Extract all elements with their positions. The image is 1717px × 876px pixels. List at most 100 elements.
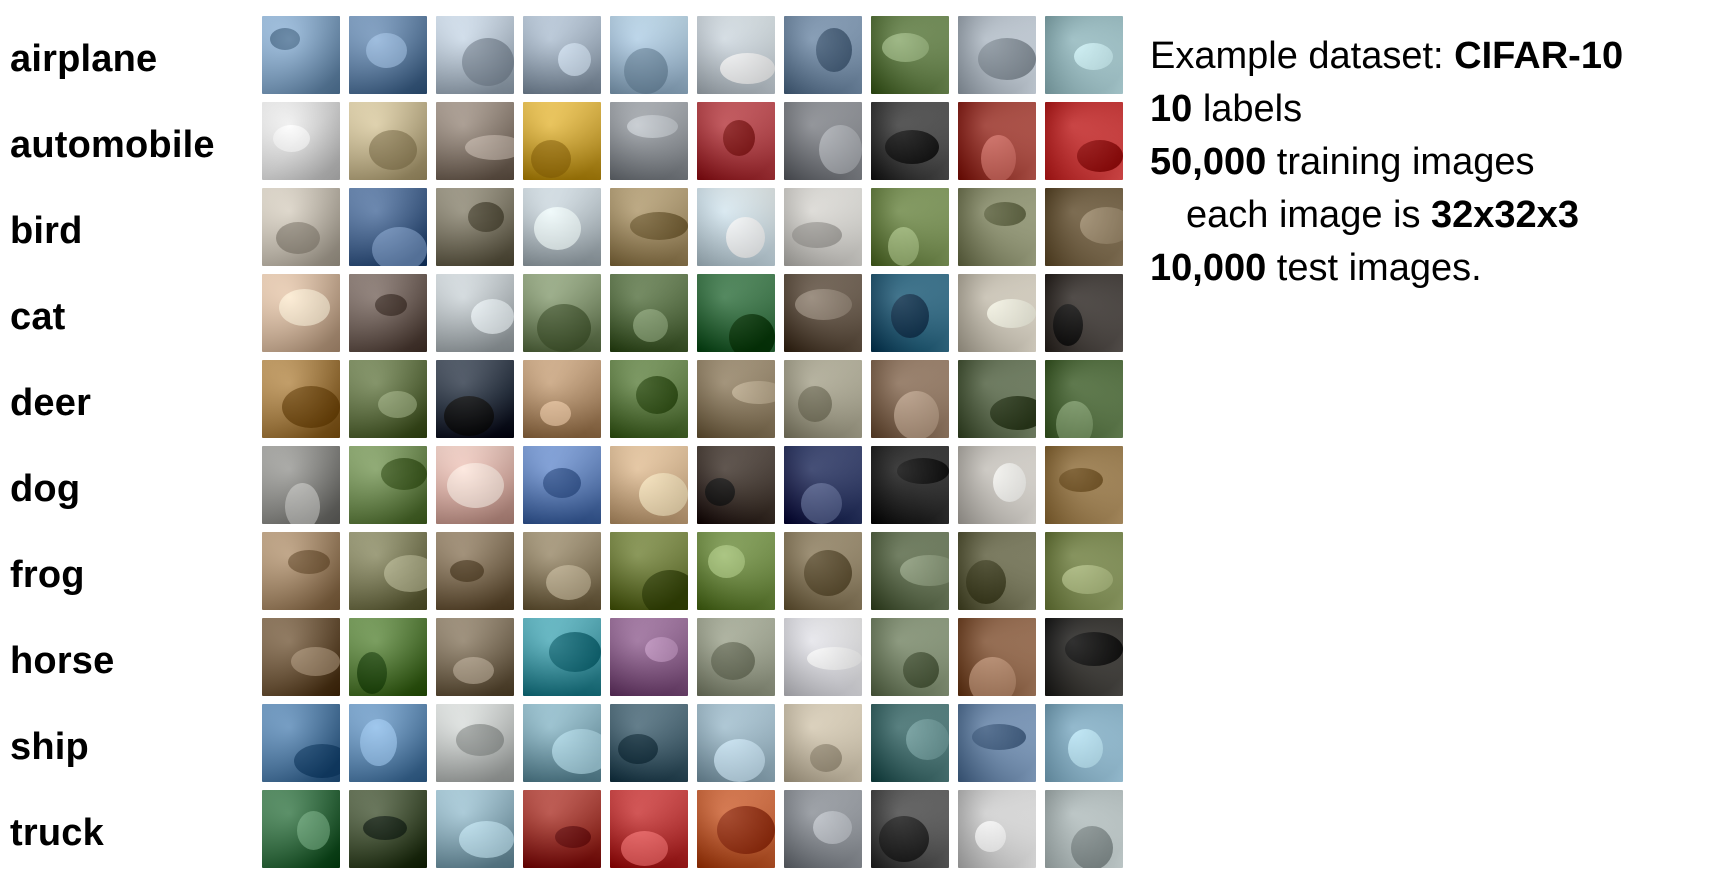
class-label: deer bbox=[10, 381, 92, 424]
image-subject bbox=[276, 222, 320, 254]
image-subject bbox=[795, 289, 852, 320]
sample-image bbox=[436, 16, 514, 94]
sample-image bbox=[610, 618, 688, 696]
sample-image bbox=[871, 274, 949, 352]
sample-image bbox=[349, 446, 427, 524]
image-subject bbox=[273, 125, 310, 152]
image-subject bbox=[879, 816, 929, 862]
sample-image bbox=[523, 704, 601, 782]
label-count: 10 bbox=[1150, 88, 1193, 130]
sample-image bbox=[349, 274, 427, 352]
sample-image bbox=[436, 704, 514, 782]
label-count-suffix: labels bbox=[1192, 88, 1303, 130]
image-subject bbox=[363, 816, 407, 840]
sample-image bbox=[958, 188, 1036, 266]
sample-image bbox=[697, 102, 775, 180]
image-subject bbox=[1056, 401, 1093, 438]
image-subject bbox=[990, 396, 1036, 430]
class-label-column: airplane automobile bird cat deer dog frog hors… bbox=[10, 16, 250, 876]
sample-image bbox=[784, 16, 862, 94]
image-subject bbox=[627, 115, 678, 138]
sample-image bbox=[784, 360, 862, 438]
image-subject bbox=[636, 376, 678, 414]
class-label: frog bbox=[10, 553, 85, 596]
sample-image bbox=[262, 188, 340, 266]
sample-image bbox=[262, 618, 340, 696]
image-subject bbox=[639, 473, 688, 516]
sample-image bbox=[1045, 360, 1123, 438]
training-count-suffix: training images bbox=[1266, 141, 1535, 183]
sample-image bbox=[1045, 274, 1123, 352]
sample-image bbox=[523, 102, 601, 180]
sample-image bbox=[784, 618, 862, 696]
image-subject bbox=[804, 550, 852, 596]
image-subject bbox=[888, 227, 919, 266]
image-subject bbox=[1080, 207, 1123, 244]
sample-image bbox=[697, 446, 775, 524]
image-subject bbox=[531, 140, 571, 178]
test-count: 10,000 bbox=[1150, 247, 1267, 289]
sample-image bbox=[784, 188, 862, 266]
sample-image bbox=[871, 618, 949, 696]
sample-image bbox=[349, 360, 427, 438]
sample-image bbox=[871, 446, 949, 524]
image-subject bbox=[816, 28, 852, 72]
sample-image bbox=[1045, 16, 1123, 94]
class-label: ship bbox=[10, 725, 89, 768]
image-subject bbox=[978, 38, 1036, 80]
sample-image bbox=[349, 102, 427, 180]
image-subject bbox=[459, 821, 514, 858]
sample-image bbox=[1045, 188, 1123, 266]
image-subject bbox=[717, 806, 775, 854]
image-subject bbox=[807, 647, 862, 670]
sample-image bbox=[697, 532, 775, 610]
image-subject bbox=[882, 33, 929, 62]
sample-image bbox=[958, 16, 1036, 94]
image-subject bbox=[456, 724, 504, 756]
sample-image bbox=[1045, 704, 1123, 782]
image-subject bbox=[819, 125, 862, 174]
sample-image bbox=[610, 102, 688, 180]
sample-image bbox=[958, 102, 1036, 180]
image-subject bbox=[906, 719, 949, 760]
image-subject bbox=[294, 744, 340, 778]
image-size-line: each image is 32x32x3 bbox=[1150, 189, 1710, 242]
image-subject bbox=[558, 43, 591, 76]
image-subject bbox=[975, 821, 1006, 852]
sample-image bbox=[784, 532, 862, 610]
image-subject bbox=[444, 396, 494, 436]
sample-image bbox=[262, 446, 340, 524]
image-subject bbox=[543, 468, 581, 498]
image-subject bbox=[453, 657, 494, 684]
image-subject bbox=[279, 289, 330, 326]
image-subject bbox=[468, 202, 504, 232]
image-subject bbox=[534, 207, 581, 250]
image-subject bbox=[450, 560, 484, 582]
image-subject bbox=[645, 637, 678, 662]
sample-image bbox=[436, 446, 514, 524]
image-subject bbox=[288, 550, 330, 574]
image-subject bbox=[726, 217, 765, 258]
image-subject bbox=[285, 483, 320, 524]
training-count: 50,000 bbox=[1150, 141, 1267, 183]
test-count-suffix: test images. bbox=[1266, 247, 1482, 289]
class-label: cat bbox=[10, 295, 66, 338]
sample-image bbox=[958, 446, 1036, 524]
sample-image bbox=[523, 188, 601, 266]
image-subject bbox=[621, 831, 668, 866]
sample-image bbox=[436, 532, 514, 610]
class-label: horse bbox=[10, 639, 115, 682]
image-subject bbox=[366, 33, 407, 68]
image-subject bbox=[624, 48, 668, 94]
sample-image bbox=[697, 704, 775, 782]
sample-image bbox=[523, 274, 601, 352]
sample-image bbox=[523, 360, 601, 438]
image-subject bbox=[291, 647, 340, 676]
image-subject bbox=[1074, 43, 1113, 70]
sample-image bbox=[523, 16, 601, 94]
image-subject bbox=[270, 28, 300, 50]
sample-image bbox=[610, 188, 688, 266]
sample-image bbox=[610, 790, 688, 868]
image-subject bbox=[618, 734, 658, 764]
class-label: automobile bbox=[10, 123, 215, 166]
